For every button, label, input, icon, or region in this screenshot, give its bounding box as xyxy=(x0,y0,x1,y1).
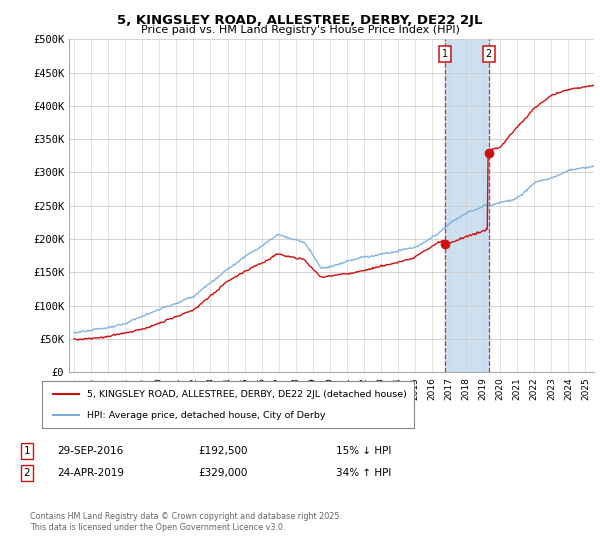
Text: 29-SEP-2016: 29-SEP-2016 xyxy=(57,446,123,456)
Text: £192,500: £192,500 xyxy=(198,446,248,456)
Text: 5, KINGSLEY ROAD, ALLESTREE, DERBY, DE22 2JL: 5, KINGSLEY ROAD, ALLESTREE, DERBY, DE22… xyxy=(117,14,483,27)
Text: 1: 1 xyxy=(23,446,31,456)
Text: 24-APR-2019: 24-APR-2019 xyxy=(57,468,124,478)
Text: 2: 2 xyxy=(23,468,31,478)
Text: £329,000: £329,000 xyxy=(198,468,247,478)
Text: 2: 2 xyxy=(486,49,492,59)
Text: Price paid vs. HM Land Registry's House Price Index (HPI): Price paid vs. HM Land Registry's House … xyxy=(140,25,460,35)
Bar xyxy=(445,39,489,372)
Text: 1: 1 xyxy=(442,49,448,59)
Text: HPI: Average price, detached house, City of Derby: HPI: Average price, detached house, City… xyxy=(86,410,325,419)
Text: Contains HM Land Registry data © Crown copyright and database right 2025.
This d: Contains HM Land Registry data © Crown c… xyxy=(30,512,342,532)
Text: 15% ↓ HPI: 15% ↓ HPI xyxy=(336,446,391,456)
Text: 5, KINGSLEY ROAD, ALLESTREE, DERBY, DE22 2JL (detached house): 5, KINGSLEY ROAD, ALLESTREE, DERBY, DE22… xyxy=(86,390,407,399)
Text: 34% ↑ HPI: 34% ↑ HPI xyxy=(336,468,391,478)
